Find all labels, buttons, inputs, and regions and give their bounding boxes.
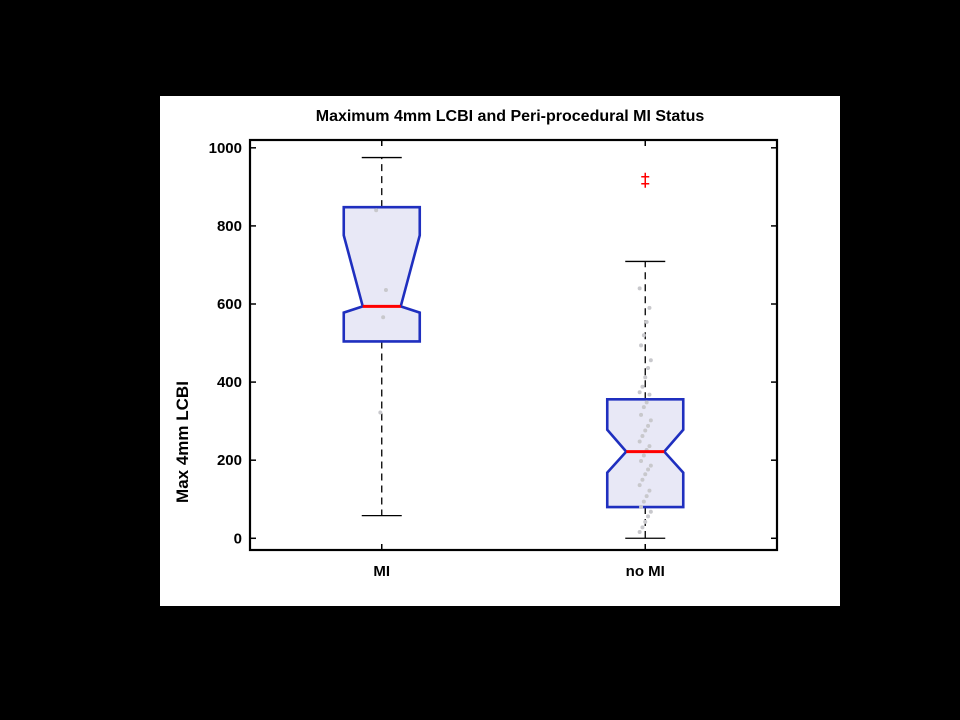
data-point [643,472,648,477]
box-group-no-mi [605,172,685,539]
data-point [647,444,652,449]
data-point [644,400,649,405]
data-point [643,428,648,433]
data-point [637,390,642,395]
data-point [639,458,644,463]
data-point [648,463,653,468]
y-tick-label: 400 [217,374,242,391]
data-point [639,412,644,417]
data-point [640,384,645,389]
data-point [647,392,652,397]
figure-panel: Maximum 4mm LCBI and Peri-procedural MI … [160,96,840,606]
y-tick-label: 600 [217,296,242,313]
data-point [641,453,646,458]
data-point [637,530,642,535]
plot-area: 0 200 400 600 800 1000 MI no MI [209,138,779,580]
data-point [646,366,651,371]
data-point [641,499,646,504]
data-point [641,405,646,410]
data-point [648,509,653,514]
data-point [640,477,645,482]
data-point [639,505,644,510]
x-tick-label: MI [373,563,390,580]
data-point [637,439,642,444]
box-group-mi [342,156,422,517]
data-point [374,208,379,213]
data-point [644,494,649,499]
y-tick-label: 0 [234,530,242,547]
y-axis-label: Max 4mm LCBI [173,381,192,503]
data-point [646,423,651,428]
data-point [647,488,652,493]
y-tick-label: 800 [217,218,242,235]
data-point [646,467,651,472]
plot-frame [248,138,779,552]
data-point [643,519,648,524]
data-point [640,525,645,530]
box-plot-chart: Maximum 4mm LCBI and Peri-procedural MI … [173,108,779,580]
data-point [648,418,653,423]
data-point [383,287,388,292]
notched-box [342,205,422,343]
data-point [647,305,652,310]
data-point [639,343,644,348]
chart-title: Maximum 4mm LCBI and Peri-procedural MI … [316,108,705,125]
data-point [644,319,649,324]
data-point [648,358,653,363]
x-tick-label: no MI [626,563,665,580]
data-point [637,483,642,488]
outlier-marker [641,172,650,181]
data-point [640,433,645,438]
y-tick-label: 1000 [209,140,242,157]
outlier-marker [641,179,650,188]
y-tick-label: 200 [217,452,242,469]
data-point [641,333,646,338]
data-point [378,410,383,415]
data-point [381,315,386,320]
data-point [646,514,651,519]
data-point [643,375,648,380]
data-point [637,286,642,291]
notched-box [605,397,685,509]
